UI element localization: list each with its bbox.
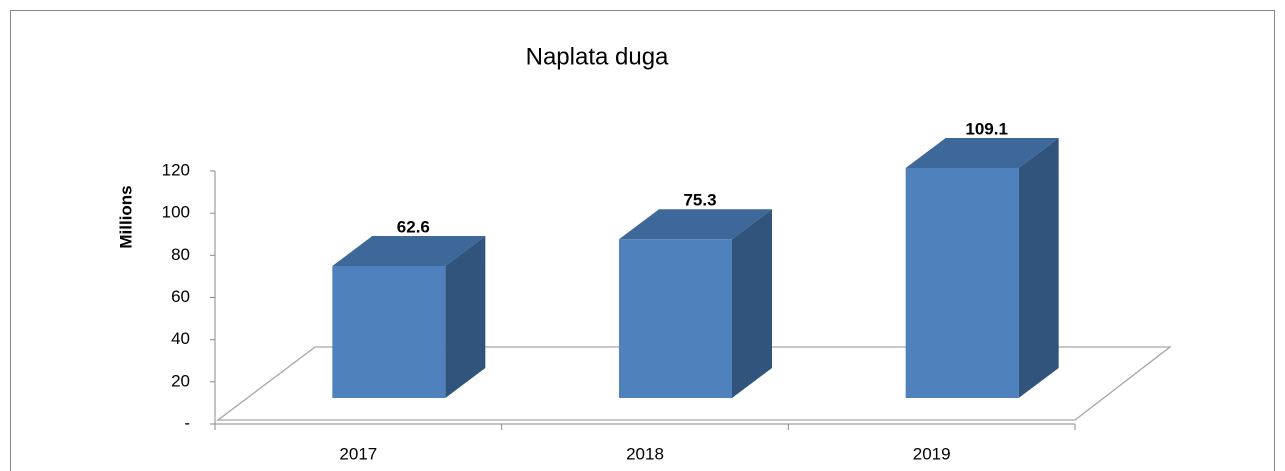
bar [619, 239, 732, 398]
x-tick-label: 2019 [913, 444, 951, 463]
bar-top [332, 236, 486, 267]
bar-side [445, 236, 486, 398]
y-tick-label: 120 [162, 160, 190, 179]
y-tick-label: 40 [171, 329, 190, 348]
y-tick-label: 80 [171, 245, 190, 264]
bar [905, 167, 1019, 398]
chart-title: Naplata duga [526, 43, 669, 70]
y-tick-label: 20 [171, 371, 190, 390]
value-label: 75.3 [683, 191, 716, 210]
bar [332, 266, 446, 398]
floor [216, 346, 1172, 421]
bar-side [1018, 137, 1059, 398]
bar-side [732, 209, 772, 398]
y-axis-label: Millions [116, 185, 135, 248]
x-tick-label: 2017 [339, 444, 377, 463]
y-tick-label: 100 [162, 203, 190, 222]
bar-top [619, 209, 772, 240]
value-label: 109.1 [965, 119, 1008, 138]
value-label: 62.6 [397, 218, 430, 237]
y-tick-label: - [184, 413, 190, 432]
bar-top [905, 137, 1059, 168]
x-tick-label: 2018 [626, 444, 664, 463]
y-tick-label: 60 [171, 287, 190, 306]
